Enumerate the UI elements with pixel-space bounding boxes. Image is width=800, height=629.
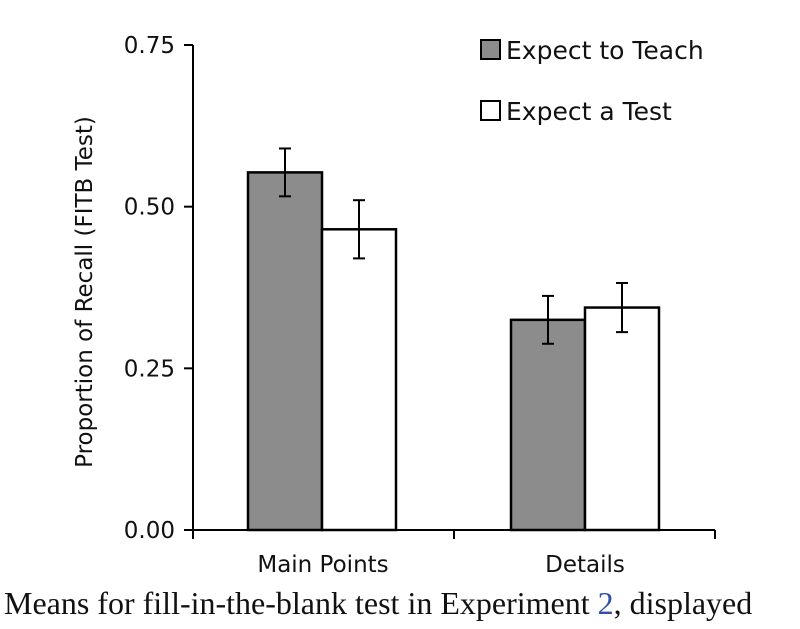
y-axis-label: Proportion of Recall (FITB Test) xyxy=(72,116,98,468)
caption-text-end: , displayed xyxy=(613,585,753,621)
legend-label: Expect a Test xyxy=(506,97,672,126)
legend-label: Expect to Teach xyxy=(506,36,704,65)
legend-swatch xyxy=(480,39,501,60)
legend: Expect to Teach Expect a Test xyxy=(480,36,704,126)
y-tick-label: 0.25 xyxy=(124,356,175,382)
bar-chart: 0.00 0.25 0.50 0.75 Main Points Details Expec… xyxy=(72,33,716,575)
y-tick-label: 0.00 xyxy=(124,518,175,544)
x-tick-label: Main Points xyxy=(257,552,388,575)
figure-caption: Means for fill-in-the-blank test in Expe… xyxy=(4,578,800,629)
legend-swatch xyxy=(480,100,501,121)
bars-layer xyxy=(246,171,661,532)
bar xyxy=(320,228,398,532)
bar xyxy=(583,306,661,532)
y-tick-label: 0.75 xyxy=(124,33,175,59)
caption-text-start: Means for fill-in-the-blank test in Expe… xyxy=(4,585,598,621)
y-tick-label: 0.50 xyxy=(124,195,175,221)
axis-lines-layer: 0.00 0.25 0.50 0.75 Main Points Details xyxy=(124,33,716,575)
bar xyxy=(509,318,587,532)
bar xyxy=(246,171,324,532)
experiment-reference-link[interactable]: 2 xyxy=(597,585,614,621)
error-bars-layer xyxy=(279,147,628,345)
x-tick-label: Details xyxy=(545,552,625,575)
